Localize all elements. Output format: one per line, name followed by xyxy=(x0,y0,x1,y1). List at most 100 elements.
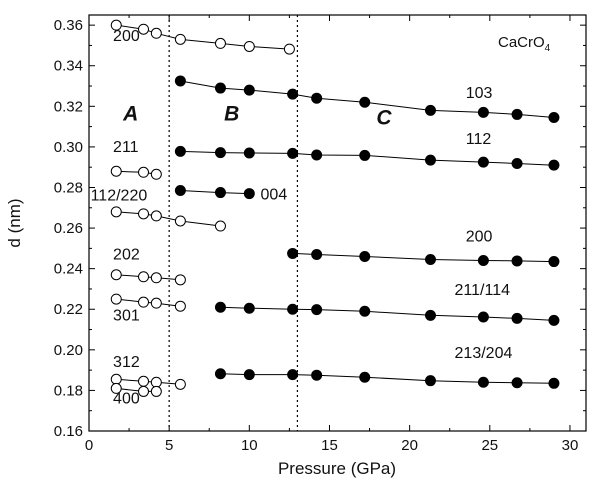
filled-data-point xyxy=(512,159,522,169)
x-tick-label: 5 xyxy=(165,437,173,454)
y-tick-label: 0.30 xyxy=(54,139,83,156)
open-data-point xyxy=(111,270,121,280)
series-layer xyxy=(111,20,559,396)
open-data-point xyxy=(151,377,161,387)
filled-data-point xyxy=(215,188,225,198)
open-data-point xyxy=(175,275,185,285)
filled-data-point xyxy=(288,248,298,258)
filled-data-point xyxy=(312,370,322,380)
open-data-point xyxy=(215,38,225,48)
series-line xyxy=(221,307,554,320)
open-data-point xyxy=(244,41,254,51)
y-tick-label: 0.32 xyxy=(54,98,83,115)
filled-data-point xyxy=(478,107,488,117)
filled-data-point xyxy=(360,97,370,107)
series-004 xyxy=(175,186,254,199)
filled-data-point xyxy=(288,148,298,158)
hkl-label: 103 xyxy=(466,85,493,102)
region-label: B xyxy=(224,103,239,126)
series-312 xyxy=(111,374,185,389)
x-tick-label: 30 xyxy=(562,437,579,454)
open-data-point xyxy=(175,301,185,311)
filled-data-point xyxy=(244,370,254,380)
y-tick-label: 0.26 xyxy=(54,220,83,237)
open-data-point xyxy=(139,376,149,386)
phase-boundary-layer xyxy=(169,15,297,431)
hkl-label: 400 xyxy=(113,391,140,408)
filled-data-point xyxy=(478,312,488,322)
open-data-point xyxy=(284,44,294,54)
filled-data-point xyxy=(175,146,185,156)
filled-data-point xyxy=(244,303,254,313)
hkl-label: 312 xyxy=(113,354,140,371)
hkl-label: 112 xyxy=(466,131,492,148)
filled-data-point xyxy=(312,305,322,315)
compound-subscript: 4 xyxy=(545,43,551,54)
filled-data-point xyxy=(549,378,559,388)
filled-data-point xyxy=(360,251,370,261)
filled-data-point xyxy=(549,160,559,170)
series-200 xyxy=(288,248,559,266)
compound-label: CaCrO4 xyxy=(498,34,551,54)
open-data-point xyxy=(151,169,161,179)
y-tick-label: 0.34 xyxy=(54,58,83,75)
y-tick-label: 0.36 xyxy=(54,17,83,34)
open-data-point xyxy=(215,221,225,231)
filled-data-point xyxy=(478,256,488,266)
filled-data-point xyxy=(360,150,370,160)
open-data-point xyxy=(151,273,161,283)
axis-layer: 0 5 10 15 20 25 30 0.16 0.18 0.20 0.22 0.24 0.26 0.28… xyxy=(54,15,586,454)
filled-data-point xyxy=(425,105,435,115)
hkl-label: 211 xyxy=(113,139,139,156)
filled-data-point xyxy=(512,313,522,323)
series-112-220 xyxy=(111,207,225,231)
hkl-label: 200 xyxy=(466,228,493,245)
x-tick-label: 25 xyxy=(481,437,498,454)
filled-data-point xyxy=(288,304,298,314)
open-data-point xyxy=(111,207,121,217)
series-line xyxy=(116,212,220,226)
filled-data-point xyxy=(288,370,298,380)
open-data-point xyxy=(139,386,149,396)
hkl-label: 200 xyxy=(113,28,140,45)
filled-data-point xyxy=(312,249,322,259)
series-112 xyxy=(175,146,559,170)
open-data-point xyxy=(139,167,149,177)
filled-data-point xyxy=(215,83,225,93)
hkl-label: 202 xyxy=(113,247,140,264)
filled-data-point xyxy=(549,257,559,267)
y-tick-label: 0.24 xyxy=(54,261,83,278)
filled-data-point xyxy=(175,186,185,196)
y-tick-label: 0.20 xyxy=(54,342,83,359)
region-label: A xyxy=(122,103,138,126)
x-tick-label: 0 xyxy=(85,437,93,454)
plot-frame xyxy=(89,15,586,431)
open-data-point xyxy=(151,28,161,38)
open-data-point xyxy=(139,272,149,282)
filled-data-point xyxy=(312,150,322,160)
open-data-point xyxy=(151,386,161,396)
filled-data-point xyxy=(360,372,370,382)
open-data-point xyxy=(151,298,161,308)
open-data-point xyxy=(111,374,121,384)
y-tick-label: 0.18 xyxy=(54,382,83,399)
filled-data-point xyxy=(512,256,522,266)
filled-data-point xyxy=(288,89,298,99)
filled-data-point xyxy=(425,155,435,165)
open-data-point xyxy=(175,216,185,226)
filled-data-point xyxy=(425,376,435,386)
hkl-label: 112/220 xyxy=(91,188,148,205)
filled-data-point xyxy=(360,306,370,316)
y-tick-label: 0.16 xyxy=(54,423,83,440)
hkl-label: 301 xyxy=(113,307,140,324)
filled-data-point xyxy=(215,369,225,379)
series-202 xyxy=(111,270,185,285)
series-213-204 xyxy=(215,369,558,389)
y-axis-title: d (nm) xyxy=(5,198,24,247)
filled-data-point xyxy=(478,377,488,387)
filled-data-point xyxy=(549,315,559,325)
filled-data-point xyxy=(215,302,225,312)
open-data-point xyxy=(175,379,185,389)
filled-data-point xyxy=(478,157,488,167)
